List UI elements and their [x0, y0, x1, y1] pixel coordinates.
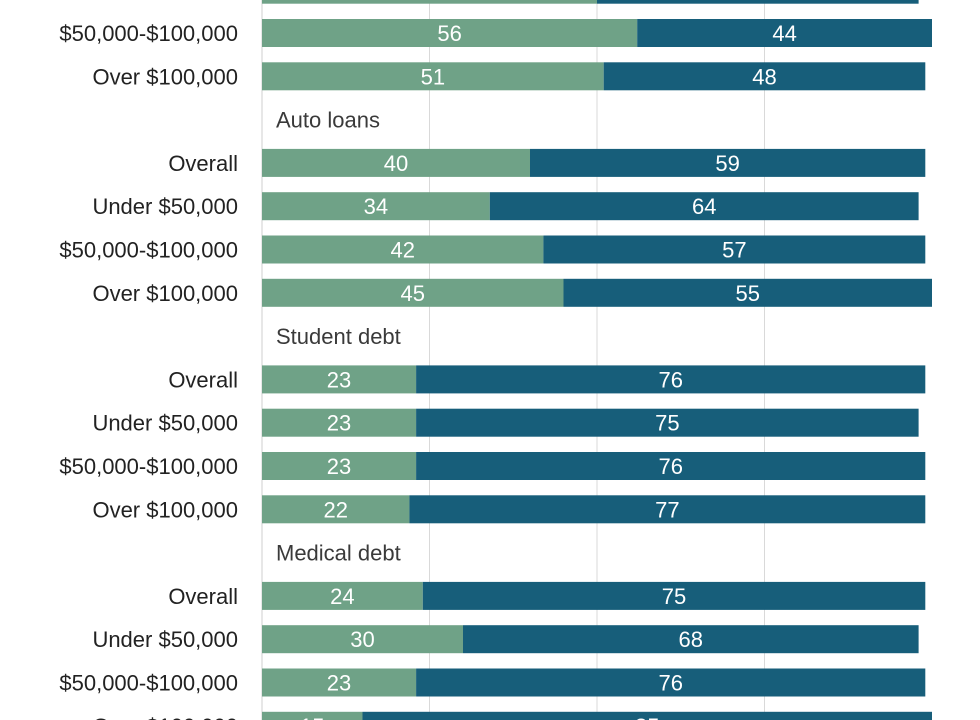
data-label: 56	[437, 21, 461, 46]
bar-segment-first	[262, 365, 417, 394]
group-label: Student debt	[276, 324, 401, 349]
bar-segment-second	[603, 62, 926, 91]
data-label: 85	[635, 714, 659, 720]
row-label: Over $100,000	[92, 497, 238, 522]
data-label: 64	[692, 194, 716, 219]
data-label: 48	[752, 64, 776, 89]
data-label: 76	[658, 454, 682, 479]
data-label: 51	[421, 64, 445, 89]
row-label: Under $50,000	[92, 411, 238, 436]
bar-segment-first	[262, 495, 410, 524]
bar-segment-second	[362, 711, 932, 720]
row-label: $50,000-$100,000	[59, 671, 238, 696]
bar-segment-first	[262, 408, 417, 437]
group-label: Auto loans	[276, 108, 380, 133]
bar-segment-second	[422, 581, 926, 610]
bar-segment-first	[262, 581, 423, 610]
data-label: 48	[746, 0, 770, 3]
bar-segment-second	[597, 0, 919, 4]
data-label: 55	[736, 281, 760, 306]
bar-segment-second	[637, 19, 932, 47]
data-label: 68	[679, 627, 703, 652]
bar-segment-first	[262, 19, 638, 47]
bar-segment-first	[262, 625, 463, 654]
bar-segment-first	[262, 148, 530, 177]
data-label: 24	[330, 584, 354, 609]
row-label: Over $100,000	[92, 281, 238, 306]
data-label: 23	[327, 671, 351, 696]
bar-segment-first	[262, 0, 597, 4]
bar-segment-second	[489, 192, 919, 221]
row-label: Overall	[168, 584, 238, 609]
data-label: 44	[772, 21, 796, 46]
bar-segment-second	[416, 408, 919, 437]
data-label: 23	[327, 454, 351, 479]
bar-segment-second	[416, 365, 926, 394]
data-label: 77	[655, 497, 679, 522]
bar-segment-first	[262, 668, 417, 697]
labels: 50 48 $50,000-$100,000 56 44 Over $100,000 51 4…	[59, 0, 796, 720]
row-label: $50,000-$100,000	[59, 238, 238, 263]
data-label: 76	[658, 671, 682, 696]
bar-segment-second	[543, 235, 926, 264]
bar-segment-second	[416, 452, 926, 480]
data-label: 23	[327, 367, 351, 392]
data-label: 23	[327, 411, 351, 436]
data-label: 50	[417, 0, 441, 3]
data-label: 34	[364, 194, 388, 219]
bar-segment-second	[463, 625, 919, 654]
data-label: 42	[390, 238, 414, 263]
data-label: 76	[658, 367, 682, 392]
data-label: 75	[655, 411, 679, 436]
bar-segment-first	[262, 711, 363, 720]
bar-segment-first	[262, 278, 564, 307]
bars	[262, 0, 932, 720]
bar-segment-first	[262, 62, 604, 91]
bar-segment-first	[262, 452, 417, 480]
row-label: $50,000-$100,000	[59, 454, 238, 479]
row-label: $50,000-$100,000	[59, 21, 238, 46]
row-label: Overall	[168, 151, 238, 176]
data-label: 22	[323, 497, 347, 522]
data-label: 75	[662, 584, 686, 609]
bar-segment-second	[416, 668, 926, 697]
data-label: 59	[715, 151, 739, 176]
bar-segment-first	[262, 192, 490, 221]
bar-segment-first	[262, 235, 544, 264]
bar-segment-second	[563, 278, 932, 307]
data-label: 57	[722, 238, 746, 263]
group-label: Medical debt	[276, 541, 401, 566]
row-label: Under $50,000	[92, 194, 238, 219]
row-label: Overall	[168, 367, 238, 392]
bar-segment-second	[409, 495, 926, 524]
data-label: 40	[384, 151, 408, 176]
data-label: 15	[300, 714, 324, 720]
row-label: Over $100,000	[92, 714, 238, 720]
bar-segment-second	[530, 148, 926, 177]
data-label: 30	[350, 627, 374, 652]
data-label: 45	[401, 281, 425, 306]
row-label: Under $50,000	[92, 627, 238, 652]
row-label: Over $100,000	[92, 64, 238, 89]
